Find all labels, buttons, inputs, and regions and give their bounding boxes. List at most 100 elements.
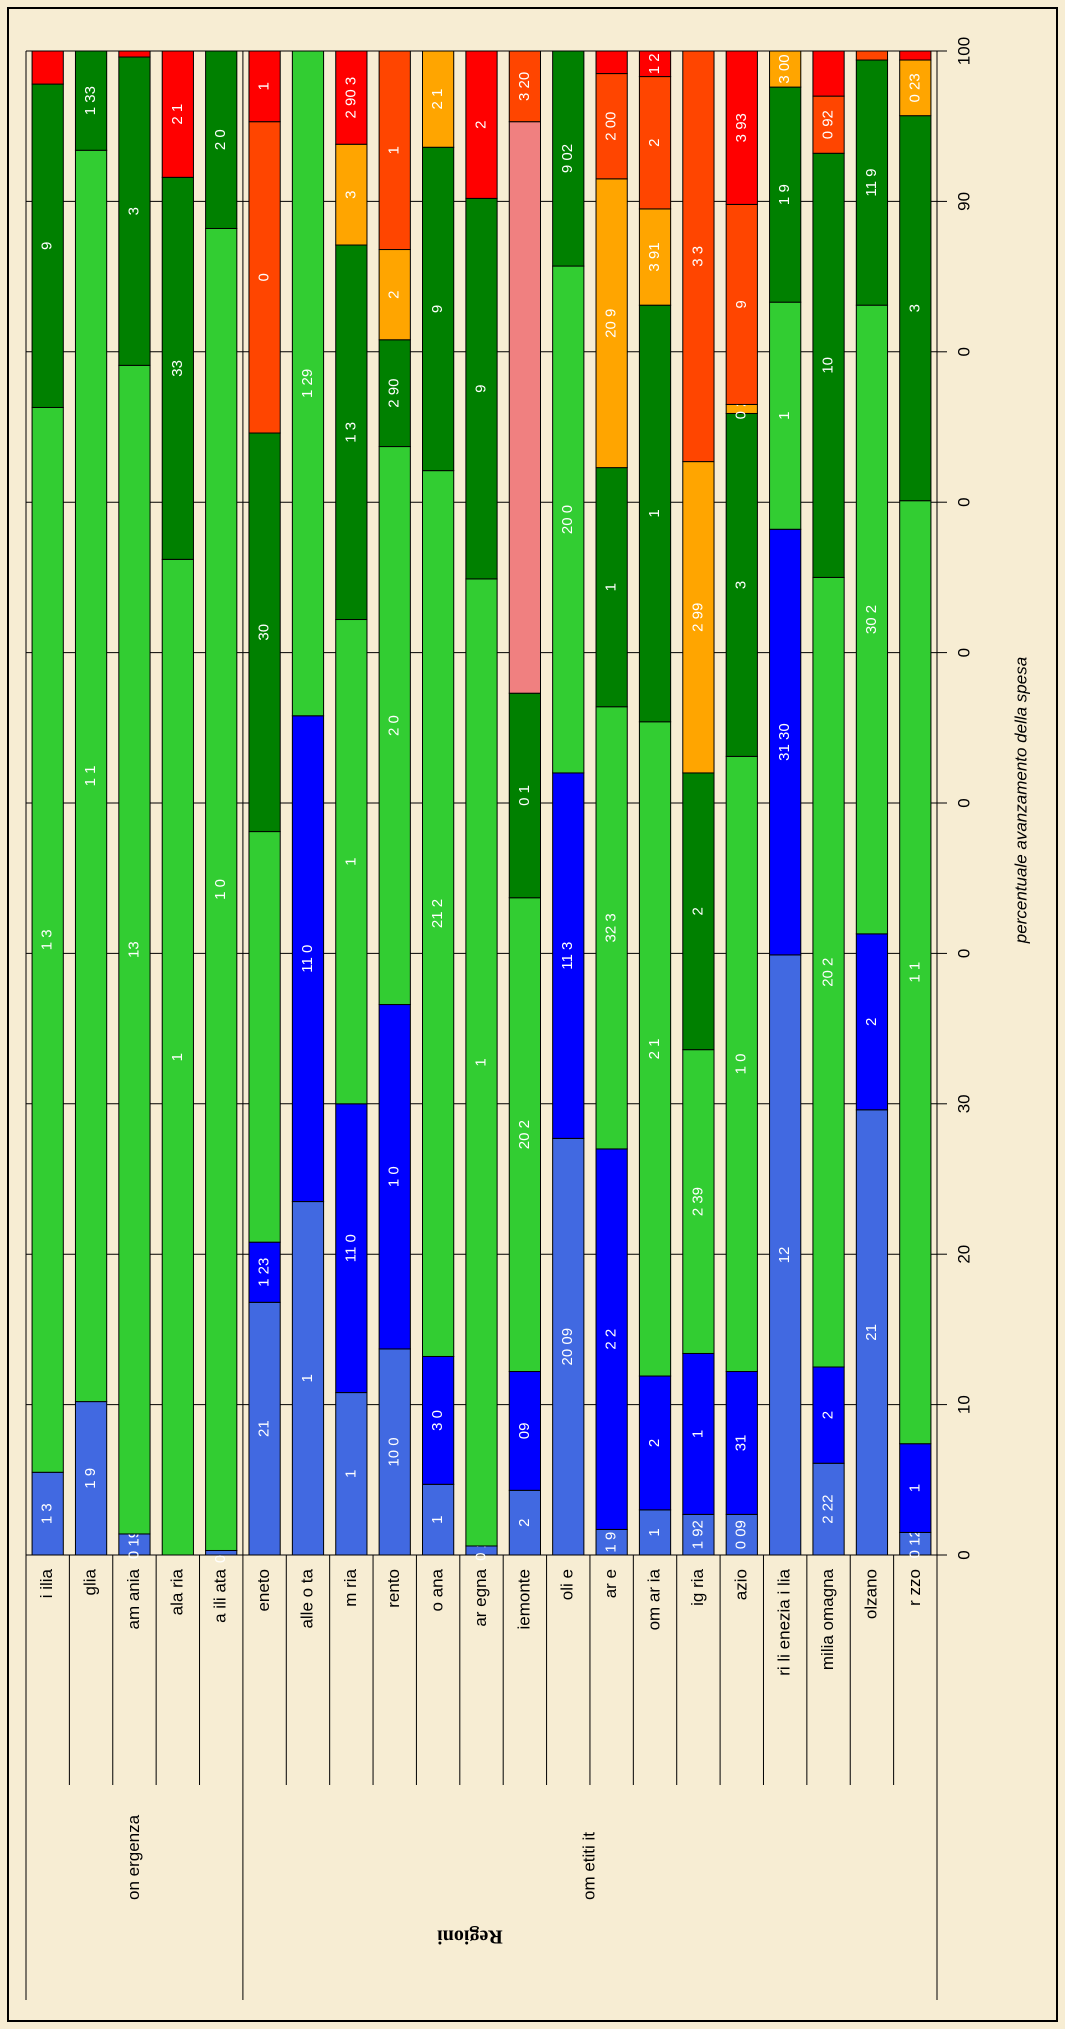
value-label: 1 9 — [776, 184, 793, 205]
bar-segment — [769, 528, 802, 956]
value-label: 2 — [646, 1439, 663, 1447]
value-label: 2 0 — [212, 129, 229, 150]
value-label: 3 91 — [646, 242, 663, 271]
value-label: 3 — [125, 207, 142, 215]
value-label: 1 — [472, 1058, 489, 1066]
bar-segment — [899, 115, 932, 502]
x-tick-label: 90 — [954, 192, 973, 211]
value-label: 3 0 — [429, 1410, 446, 1431]
category-label: iemonte — [514, 1569, 533, 1629]
bar-segment — [248, 1301, 281, 1556]
value-label: 2 — [472, 121, 489, 129]
bar-segment — [465, 578, 498, 1547]
bar-segment — [855, 933, 889, 1111]
bar-segment — [31, 1471, 64, 1556]
bar-segment — [465, 197, 498, 580]
value-label: 11 0 — [299, 945, 316, 973]
value-label: 9 — [39, 242, 56, 250]
value-label: 32 3 — [603, 913, 620, 942]
category-label: ig ria — [688, 1568, 707, 1605]
bar-segment — [725, 755, 758, 1373]
value-label: 0 09 — [733, 1520, 750, 1549]
bar-segment — [31, 83, 64, 408]
bar-segment — [812, 1462, 845, 1556]
category-label: rento — [384, 1569, 403, 1608]
value-label: 9 02 — [559, 144, 576, 173]
bar-segment — [378, 249, 411, 341]
value-label: 31 — [733, 1435, 750, 1452]
bar-segment — [248, 1241, 281, 1303]
bar-segment — [638, 721, 672, 1377]
value-label: 1 23 — [256, 1258, 273, 1287]
value-label: 09 — [516, 1423, 533, 1440]
value-label: 20 2 — [820, 958, 837, 987]
value-label: 1 — [646, 509, 663, 517]
x-tick-label: 0 — [954, 949, 973, 958]
bar-segment — [812, 50, 845, 97]
value-label: 0 19 — [125, 1530, 142, 1559]
bar-segment — [335, 619, 368, 1105]
value-label: 2 90 — [386, 379, 403, 408]
x-tick-label: 10 — [954, 1395, 973, 1414]
bar-segment — [335, 50, 368, 145]
value-label: 2 1 — [429, 89, 446, 110]
value-label: 3 — [906, 304, 923, 312]
value-label: 0 92 — [820, 110, 837, 139]
bar-segment — [508, 1489, 541, 1556]
bar-segment — [855, 1109, 889, 1556]
value-label: 1 — [906, 1484, 923, 1492]
bar-segment — [118, 50, 151, 58]
value-label: 1 — [689, 1430, 706, 1438]
bar-segment — [74, 149, 108, 1403]
x-tick-label: 0 — [954, 798, 973, 807]
value-label: 9 — [429, 305, 446, 313]
category-label: oli e — [558, 1569, 577, 1600]
category-label: m ria — [341, 1568, 360, 1606]
value-label: 2 22 — [820, 1495, 837, 1524]
bar-segment — [508, 1371, 541, 1491]
category-label: ri li enezia i lia — [775, 1568, 794, 1675]
bar-segment — [205, 227, 238, 1551]
value-label: 2 0 — [386, 715, 403, 736]
category-label: glia — [81, 1568, 100, 1595]
value-label: 1 1 — [82, 765, 99, 786]
value-label: 2 90 3 — [342, 77, 359, 119]
bar-segment — [465, 50, 498, 199]
bar-segment — [769, 86, 802, 303]
value-label: 30 — [256, 624, 273, 641]
bar-segment — [725, 1513, 758, 1556]
bar-segment — [855, 50, 889, 61]
bar-segment — [248, 831, 281, 1243]
bar-segment — [725, 50, 758, 205]
x-tick-label: 0 — [954, 347, 973, 356]
category-label: milia omagna — [818, 1568, 837, 1670]
category-label: ar e — [601, 1569, 620, 1598]
value-label: 2 1 — [169, 104, 186, 125]
value-label: 9 — [733, 300, 750, 308]
value-label: 21 2 — [429, 899, 446, 928]
x-tick-label: 100 — [954, 37, 973, 65]
value-label: 2 — [689, 907, 706, 915]
value-label: 2 — [820, 1411, 837, 1419]
value-label: 1 33 — [82, 86, 99, 115]
bar-segment — [769, 50, 802, 88]
bar-segment — [118, 364, 151, 1535]
bar-segment — [812, 152, 845, 578]
category-label: alle o ta — [297, 1568, 316, 1628]
value-label: 0 — [256, 273, 273, 281]
value-label: 10 — [820, 357, 837, 374]
bar-segment — [248, 432, 281, 833]
value-label: 2 2 — [603, 1329, 620, 1350]
bar-segment — [769, 954, 802, 1556]
value-label: 1 0 — [733, 1054, 750, 1075]
bar-segment — [769, 301, 802, 530]
value-label: 2 39 — [689, 1187, 706, 1216]
value-label: 1 2 — [646, 53, 663, 74]
value-label: 1 — [299, 1374, 316, 1382]
value-label: 31 30 — [776, 723, 793, 761]
bar-segment — [74, 50, 108, 151]
bar-segment — [595, 73, 628, 180]
value-label: 1 0 — [212, 879, 229, 900]
value-label: 2 — [386, 290, 403, 298]
